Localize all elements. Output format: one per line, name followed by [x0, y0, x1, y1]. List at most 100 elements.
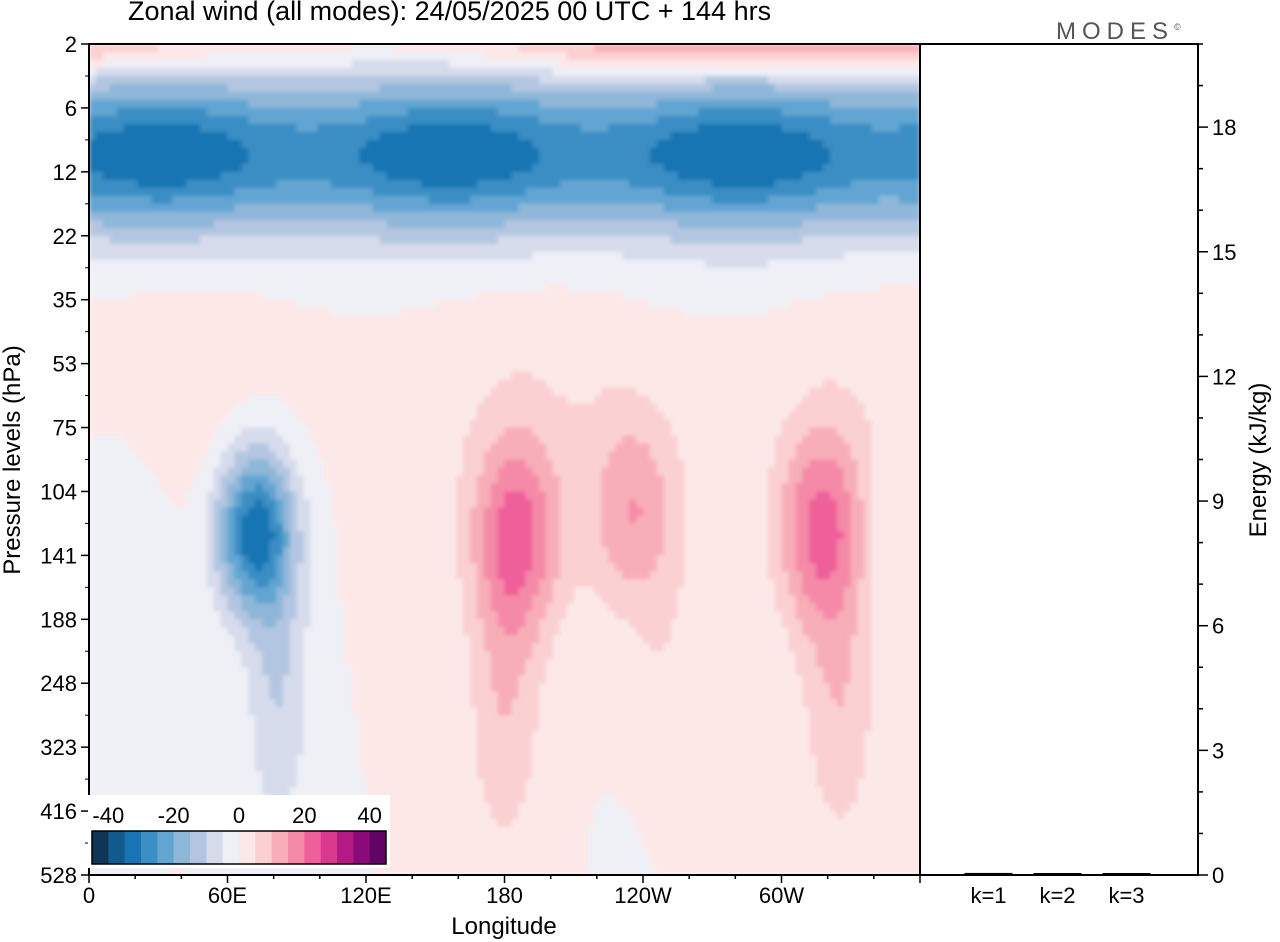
heatmap-cell	[379, 227, 388, 237]
heatmap-cell	[539, 147, 547, 157]
heatmap-cell	[497, 179, 506, 189]
heatmap-cell	[185, 147, 194, 157]
heatmap-cell	[816, 299, 824, 309]
heatmap-cell	[456, 155, 464, 165]
heatmap-cell	[663, 291, 672, 301]
heatmap-cell	[199, 299, 208, 309]
heatmap-cell	[587, 307, 596, 317]
heatmap-cell	[241, 323, 249, 333]
heatmap-cell	[144, 67, 152, 77]
heatmap-cell	[643, 115, 651, 125]
heatmap-cell	[379, 363, 388, 373]
heatmap-cell	[878, 251, 886, 261]
heatmap-cell	[788, 83, 796, 93]
heatmap-cell	[615, 315, 623, 325]
heatmap-cell	[469, 211, 478, 221]
heatmap-cell	[774, 107, 783, 117]
heatmap-cell	[788, 67, 796, 77]
heatmap-cell	[615, 219, 623, 229]
heatmap-cell	[504, 131, 513, 141]
heatmap-cell	[767, 139, 776, 149]
heatmap-cell	[255, 107, 263, 117]
heatmap-cell	[636, 147, 644, 157]
heatmap-cell	[580, 163, 589, 173]
heatmap-cell	[739, 291, 748, 301]
heatmap-cell	[753, 355, 762, 365]
heatmap-cell	[324, 59, 332, 69]
heatmap-cell	[892, 187, 900, 197]
heatmap-cell	[843, 91, 852, 101]
heatmap-cell	[442, 299, 450, 309]
heatmap-cell	[601, 355, 609, 365]
heatmap-cell	[539, 59, 547, 69]
heatmap-cell	[691, 139, 699, 149]
heatmap-cell	[192, 59, 201, 69]
heatmap-cell	[677, 131, 686, 141]
heatmap-cell	[386, 51, 395, 61]
heatmap-cell	[269, 75, 277, 85]
heatmap-cell	[726, 91, 734, 101]
heatmap-cell	[442, 91, 450, 101]
heatmap-cell	[137, 243, 145, 253]
heatmap-cell	[490, 331, 499, 341]
heatmap-cell	[497, 299, 506, 309]
heatmap-cell	[331, 163, 339, 173]
heatmap-cell	[864, 91, 873, 101]
heatmap-cell	[525, 211, 533, 221]
heatmap-cell	[248, 227, 256, 237]
heatmap-cell	[372, 107, 381, 117]
heatmap-cell	[746, 139, 755, 149]
heatmap-cell	[199, 219, 208, 229]
heatmap-cell	[885, 355, 893, 365]
heatmap-cell	[137, 355, 145, 365]
heatmap-cell	[144, 163, 152, 173]
heatmap-cell	[372, 139, 381, 149]
heatmap-cell	[497, 219, 506, 229]
heatmap-cell	[303, 243, 312, 253]
heatmap-cell	[462, 139, 471, 149]
heatmap-cell	[310, 347, 319, 357]
heatmap-cell	[89, 339, 97, 349]
heatmap-cell	[781, 115, 790, 125]
heatmap-cell	[698, 331, 706, 341]
heatmap-cell	[234, 291, 242, 301]
heatmap-cell	[829, 123, 838, 133]
heatmap-cell	[275, 131, 284, 141]
heatmap-cell	[539, 171, 547, 181]
heatmap-cell	[753, 243, 762, 253]
heatmap-cell	[269, 219, 277, 229]
heatmap-cell	[871, 51, 880, 61]
heatmap-cell	[656, 139, 665, 149]
heatmap-cell	[629, 51, 637, 61]
heatmap-cell	[829, 331, 838, 341]
heatmap-cell	[435, 187, 443, 197]
heatmap-cell	[95, 347, 104, 357]
heatmap-cell	[712, 251, 720, 261]
heatmap-cell	[739, 75, 748, 85]
heatmap-cell	[324, 195, 332, 205]
heatmap-cell	[366, 91, 374, 101]
heatmap-cell	[428, 315, 436, 325]
heatmap-cell	[511, 251, 519, 261]
heatmap-cell	[220, 291, 229, 301]
heatmap-cell	[241, 99, 249, 109]
heatmap-cell	[580, 227, 589, 237]
heatmap-cell	[428, 115, 436, 125]
heatmap-cell	[899, 211, 907, 221]
heatmap-cell	[698, 267, 706, 277]
heatmap-cell	[234, 171, 242, 181]
heatmap-cell	[151, 75, 159, 85]
heatmap-cell	[504, 67, 513, 77]
heatmap-cell	[622, 131, 630, 141]
heatmap-cell	[746, 315, 755, 325]
heatmap-cell	[802, 227, 810, 237]
heatmap-cell	[656, 275, 665, 285]
heatmap-cell	[518, 339, 526, 349]
heatmap-cell	[213, 283, 222, 293]
heatmap-cell	[843, 131, 852, 141]
heatmap-cell	[525, 115, 533, 125]
heatmap-cell	[338, 123, 346, 133]
heatmap-cell	[906, 131, 914, 141]
heatmap-cell	[220, 331, 229, 341]
heatmap-cell	[615, 235, 623, 245]
